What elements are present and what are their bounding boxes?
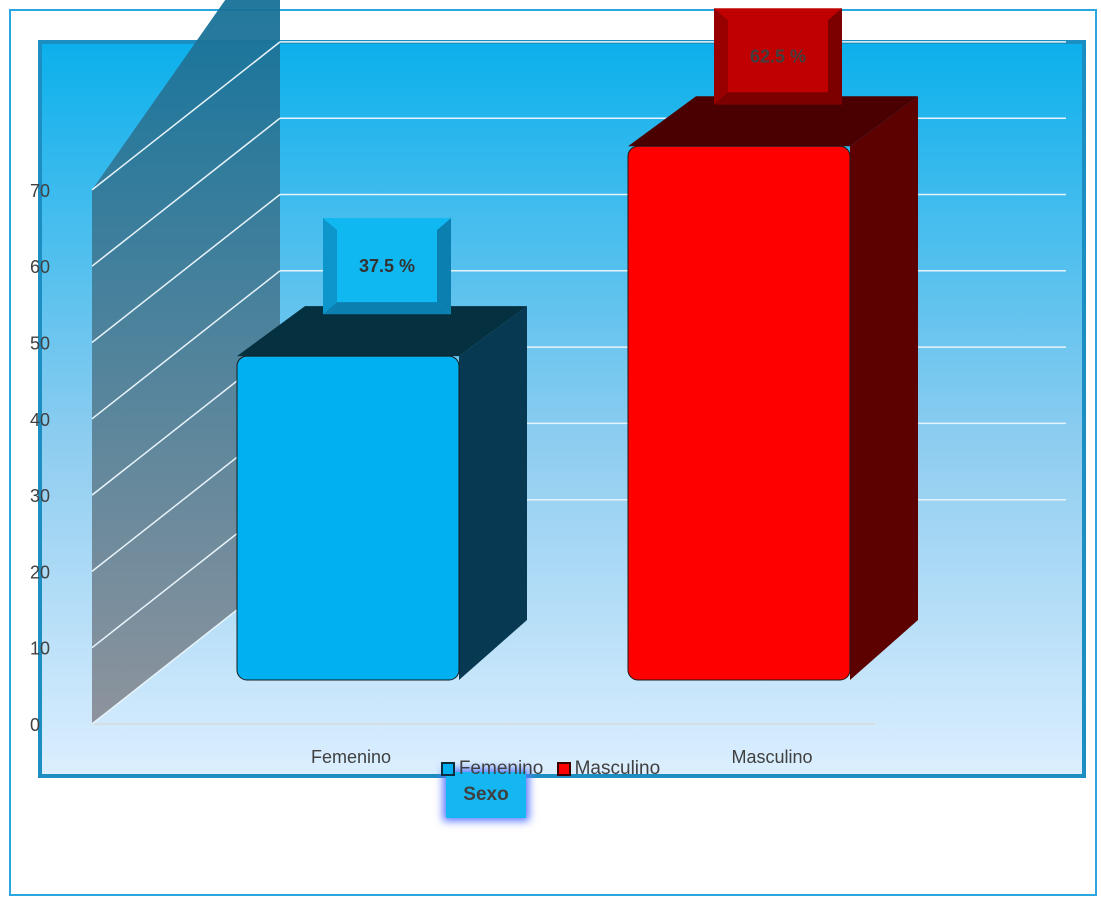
y-tick-label-4: 40 [30,410,50,430]
x-tick-label-femenino: Femenino [311,747,391,767]
data-label-masculino: 62.5 % [750,46,806,66]
data-label-edge-bottom-masculino [714,92,842,105]
data-label-box-femenino [323,218,451,315]
y-tick-label-6: 60 [30,257,50,277]
legend-item-femenino[interactable]: Femenino [440,758,544,780]
data-label-edge-bottom-femenino [323,302,451,315]
y-tick-label-2: 20 [30,562,50,582]
bar-top-masculino [628,96,918,147]
gridline-wall-6 [91,117,281,267]
y-tick-label-3: 30 [30,486,50,506]
data-label-femenino: 37.5 % [359,256,415,276]
y-tick-label-0: 0 [30,715,40,735]
legend-item-masculino[interactable]: Masculino [556,758,661,780]
y-tick-label-5: 50 [30,334,50,354]
y-tick-label-1: 10 [30,639,50,659]
bar-masculino [627,145,851,681]
bar-side-masculino [850,96,918,681]
x-tick-label-masculino: Masculino [731,747,812,767]
legend-label-masculino: Masculino [574,758,661,779]
y-tick-label-7: 70 [30,181,50,201]
legend-label-femenino: Femenino [458,758,544,779]
data-label-box-masculino [714,8,842,105]
bar-femenino [236,355,460,681]
gridline-wall-5 [91,193,281,344]
x-axis-title: Sexo [446,772,526,818]
data-label-edge-left-femenino [323,218,337,315]
bar-top-femenino [237,306,527,357]
legend: Femenino Masculino [0,758,1101,782]
side-wall [92,0,280,724]
bar-side-femenino [459,306,527,680]
gridline-wall-7 [91,41,281,191]
data-label-edge-right-masculino [828,8,842,105]
data-label-edge-left-masculino [714,8,728,105]
gridline-wall-4 [91,270,281,420]
data-label-edge-right-femenino [437,218,451,315]
legend-swatch-masculino [556,762,571,776]
legend-swatch-femenino [440,762,455,776]
